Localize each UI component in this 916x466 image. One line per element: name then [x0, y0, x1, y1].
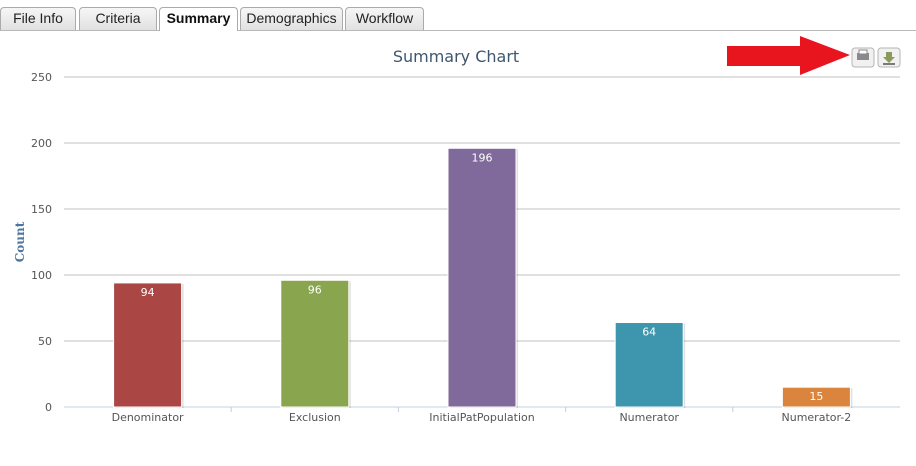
x-tick-label: Numerator — [619, 411, 679, 424]
y-tick-label: 250 — [31, 71, 52, 84]
y-axis-ticks: 0 50 100 150 200 250 — [31, 71, 52, 414]
bar[interactable] — [781, 386, 851, 408]
tab-workflow[interactable]: Workflow — [345, 7, 424, 30]
download-button[interactable] — [877, 47, 901, 68]
x-axis-ticks: Denominator Exclusion InitialPatPopulation… — [112, 407, 852, 424]
tab-summary[interactable]: Summary — [159, 7, 238, 31]
bar-data-label: 96 — [308, 283, 322, 296]
y-tick-label: 150 — [31, 203, 52, 216]
summary-chart: Summary Chart Count 0 50 100 150 200 250 94 96… — [13, 36, 901, 424]
tab-file-info[interactable]: File Info — [0, 7, 76, 30]
x-tick-label: InitialPatPopulation — [429, 411, 534, 424]
grid-lines — [64, 76, 900, 408]
tab-bar: File Info Criteria Summary Demographics … — [0, 0, 916, 31]
bar[interactable] — [113, 282, 183, 408]
chart-title: Summary Chart — [393, 47, 519, 66]
y-tick-label: 50 — [38, 335, 52, 348]
print-button[interactable] — [851, 47, 875, 68]
tab-demographics[interactable]: Demographics — [240, 7, 343, 30]
bars: 94 96 196 64 15 — [113, 147, 853, 408]
bar-data-label: 64 — [642, 326, 656, 339]
y-tick-label: 200 — [31, 137, 52, 150]
x-tick-label: Denominator — [112, 411, 184, 424]
print-icon — [857, 49, 869, 60]
bar-data-label: 94 — [141, 286, 155, 299]
y-axis-label: Count — [13, 221, 27, 262]
annotation-arrow-icon — [727, 36, 850, 75]
x-tick-label: Numerator-2 — [782, 411, 852, 424]
bar[interactable] — [614, 322, 684, 408]
x-tick-label: Exclusion — [289, 411, 341, 424]
bar-data-label: 15 — [809, 390, 823, 403]
download-icon — [883, 52, 895, 65]
tab-criteria[interactable]: Criteria — [79, 7, 157, 30]
bar[interactable] — [280, 279, 350, 408]
y-tick-label: 100 — [31, 269, 52, 282]
tab-bar-divider — [0, 30, 916, 31]
bar[interactable] — [447, 147, 517, 408]
y-tick-label: 0 — [45, 401, 52, 414]
bar-data-label: 196 — [472, 151, 493, 164]
